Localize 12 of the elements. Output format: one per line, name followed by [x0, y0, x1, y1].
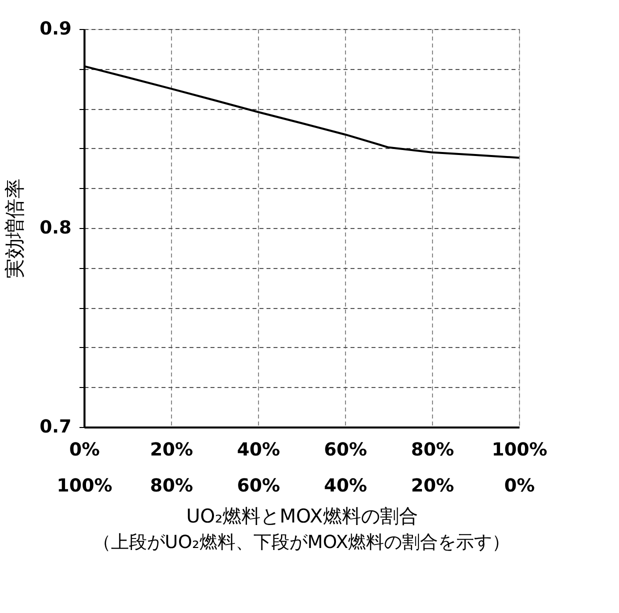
y-tick-label: 0.8 — [40, 218, 72, 238]
x-tick-label: 100% 0% — [492, 440, 548, 496]
x-axis-title: UO₂燃料とMOX燃料の割合 — [186, 506, 418, 528]
text: （上段がUO₂燃料、下段がMOX燃料の割合を示す） — [92, 532, 510, 553]
y-tick-label: 0.9 — [40, 18, 72, 40]
x-tick-label: 20% 80% — [150, 440, 194, 496]
y-axis-title: 実効増倍率 — [2, 178, 27, 278]
x-tick-label: 80% 20% — [410, 440, 454, 496]
x-tick-label: 0% 100% — [56, 440, 112, 496]
x-tick-label: 40% 60% — [236, 440, 280, 496]
x-tick-label: 60% 40% — [324, 440, 368, 496]
y-tick-label: 0.7 — [40, 416, 72, 438]
